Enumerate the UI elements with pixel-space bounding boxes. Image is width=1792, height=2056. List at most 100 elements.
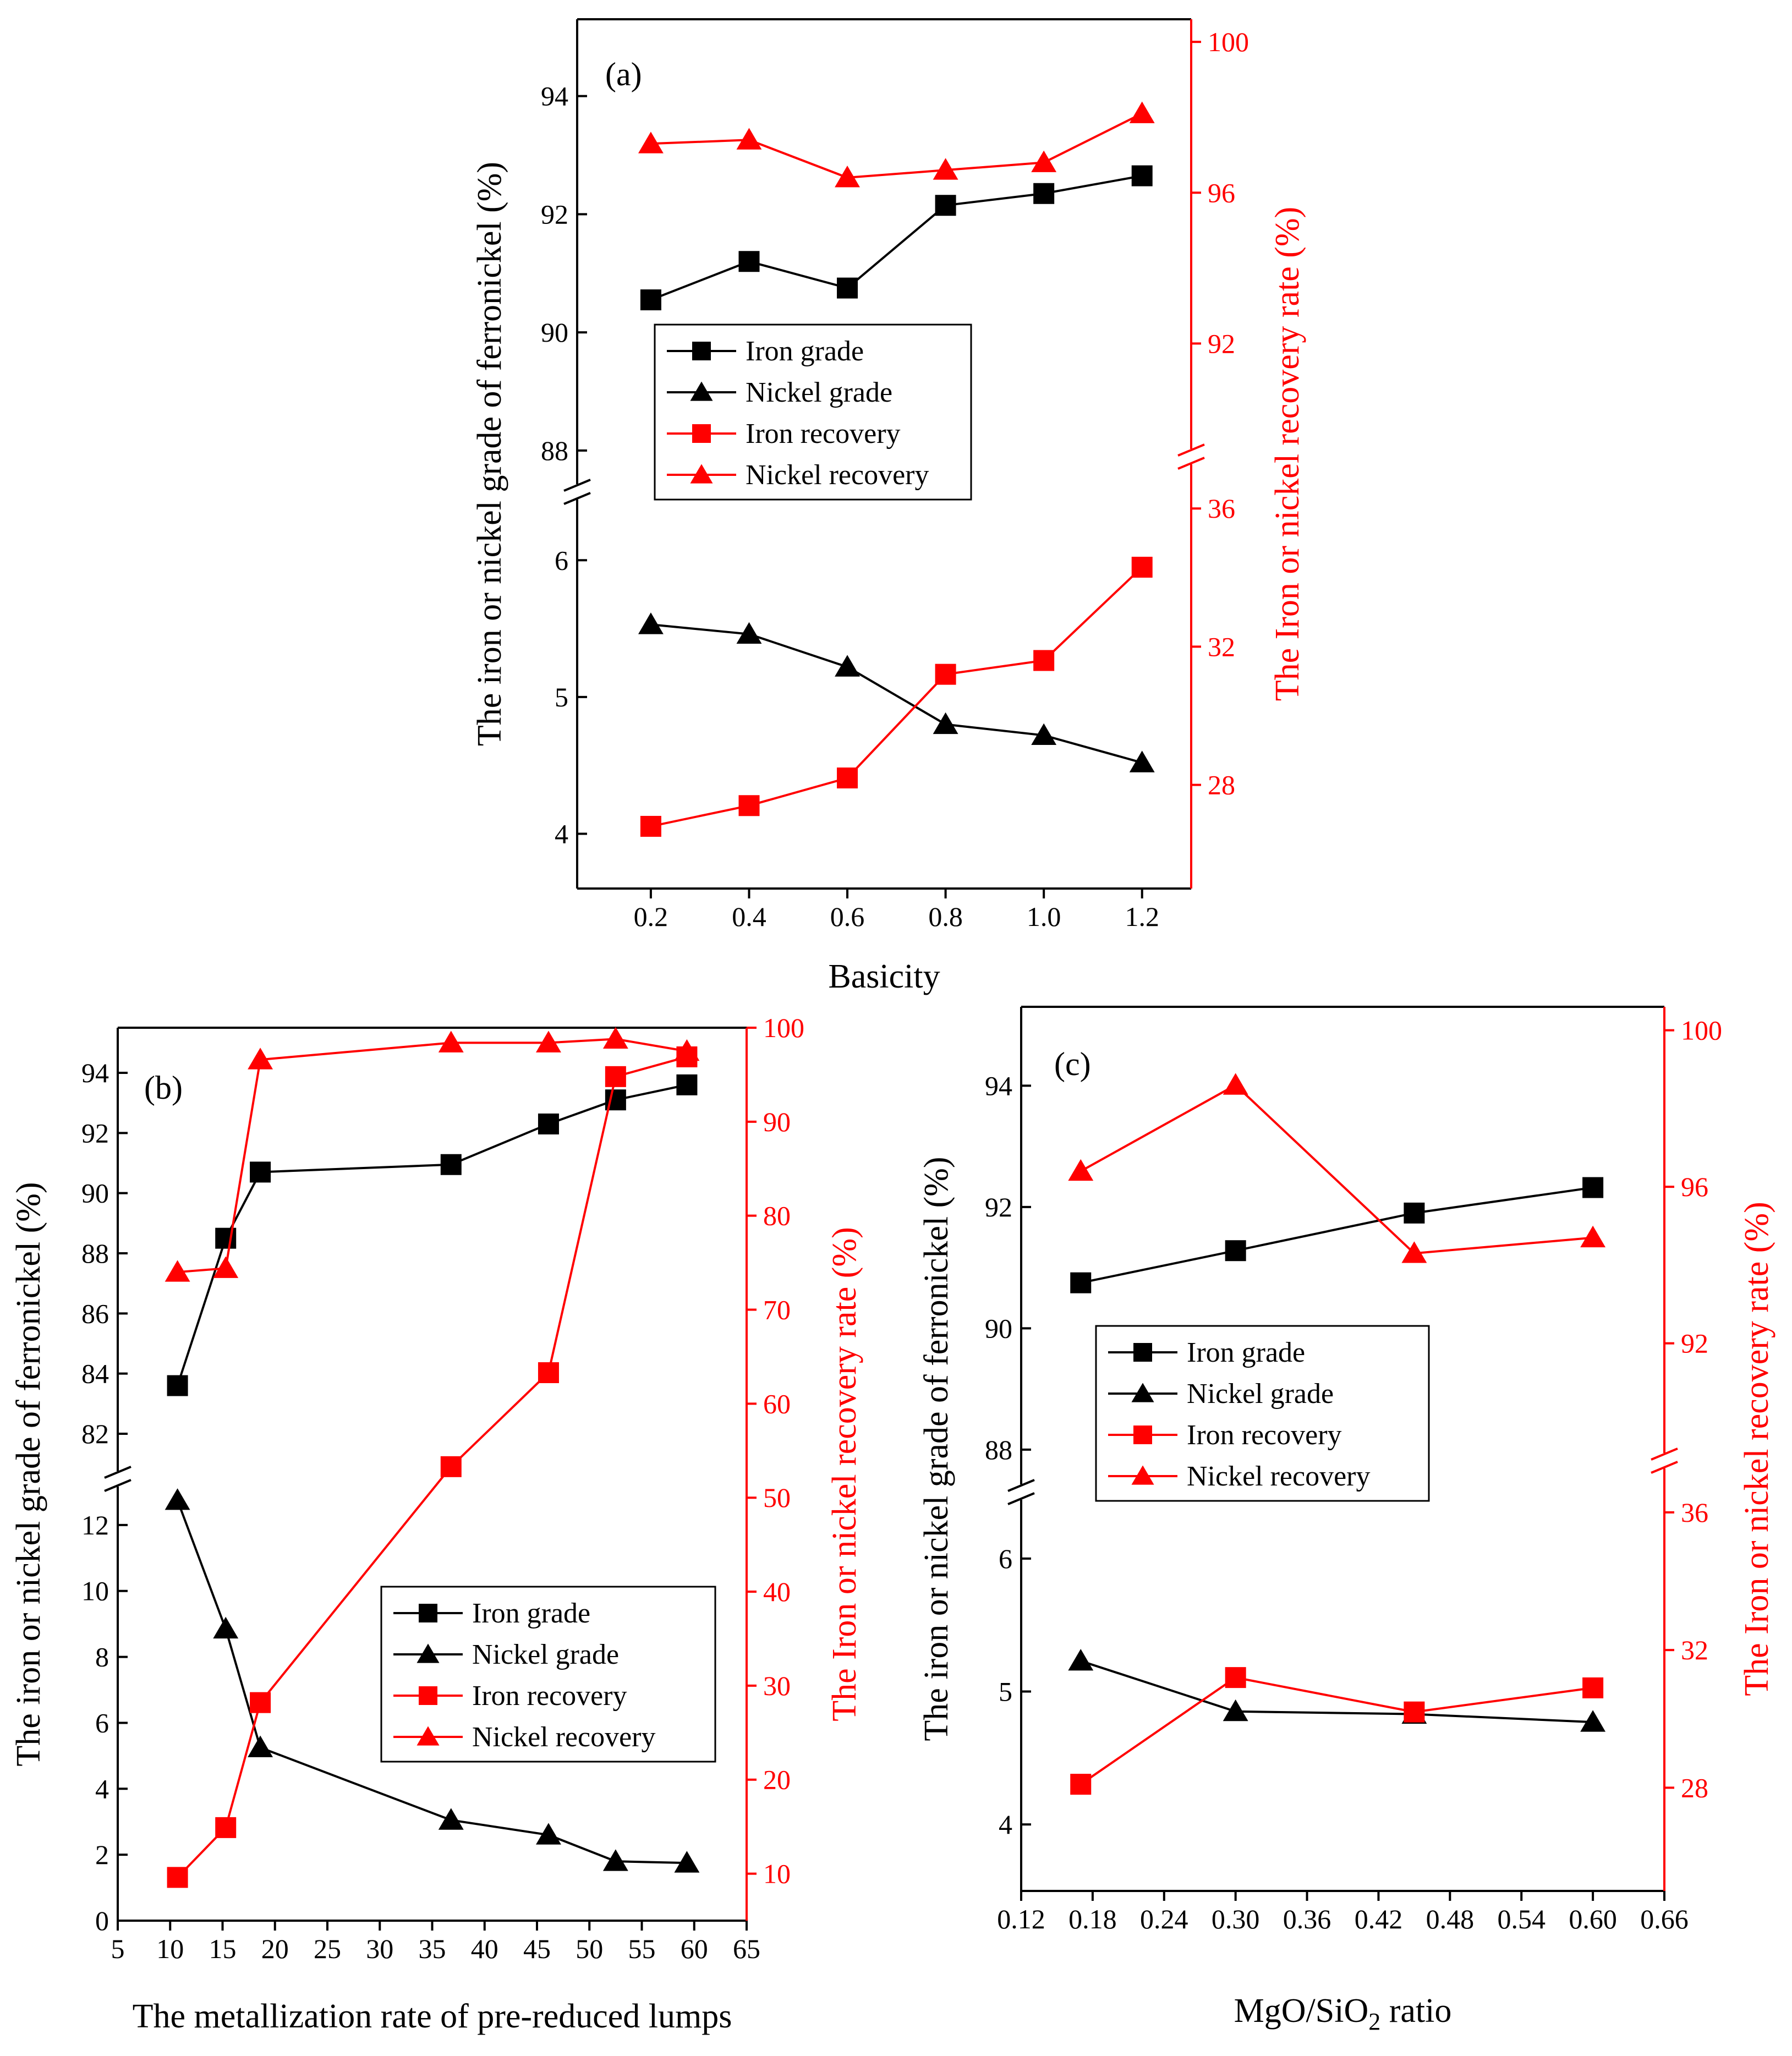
panel-b-y-right-main-tick-label-2: 30 — [763, 1670, 791, 1701]
panel-b-y-left-break-mark-upper — [104, 1466, 131, 1479]
panel-a-series-2-point-3 — [935, 664, 956, 685]
panel-a-panel-label: (a) — [605, 56, 642, 92]
panel-b-y-left-break-gap — [103, 1471, 132, 1487]
panel-c-series-2-point-1 — [1225, 1667, 1246, 1688]
panel-c-series-1-point-1 — [1223, 1699, 1248, 1721]
panel-a-series-0-point-2 — [837, 277, 858, 299]
panel-c-series-2-point-2 — [1404, 1701, 1425, 1723]
panel-a-series-3-line — [650, 112, 1143, 179]
panel-a-legend-label-1: Nickel grade — [746, 377, 892, 408]
panel-a-series-3-point-2 — [835, 165, 860, 188]
panel-a-y-right-break-mark-upper — [1177, 443, 1205, 457]
panel-b-y-right-main-tick-label-5: 60 — [763, 1388, 791, 1419]
panel-b-legend-label-2: Iron recovery — [472, 1680, 627, 1712]
panel-a-series-0-point-3 — [935, 195, 956, 216]
panel-c-chart: 88 90 92 94 4 5 6 92 96 100 28 32 36 0.12 0.18 0.24 0.30… — [918, 1006, 1775, 2035]
panel-c-y-left-break-mark-upper — [1007, 1479, 1035, 1492]
panel-a-series-2-line — [650, 566, 1143, 827]
panel-a-y-left-break-mark-lower — [563, 492, 591, 505]
panel-c-series-2-line — [1080, 1676, 1593, 1785]
panel-c-x-tick-label-2: 0.24 — [1140, 1904, 1188, 1934]
panel-b-legend-marker-0 — [419, 1604, 437, 1622]
panel-b-series-0-point-4 — [538, 1113, 559, 1134]
panel-b-series-3-point-6 — [674, 1039, 700, 1061]
panel-b-series-0-point-0 — [167, 1375, 188, 1396]
panel-b-panel-label: (b) — [144, 1070, 183, 1106]
panel-c-y-left-upper-tick-label-2: 92 — [985, 1192, 1012, 1222]
panel-b-x-tick-label-12: 65 — [733, 1933, 760, 1964]
panel-b-x-tick-label-5: 30 — [366, 1933, 393, 1964]
panel-b-series-2-point-4 — [538, 1362, 559, 1383]
panel-c-series-3-point-1 — [1223, 1073, 1248, 1095]
panel-a-series-1-point-4 — [1031, 723, 1057, 745]
panel-a-legend-marker-1 — [690, 381, 713, 401]
panel-b-series-0-point-2 — [250, 1161, 271, 1183]
panel-c-y-right-lower-tick-label-0: 28 — [1681, 1772, 1708, 1803]
panel-a-series-1-line — [650, 623, 1143, 764]
panel-c-y-left-break-gap — [1007, 1484, 1035, 1500]
panel-c-legend-label-2: Iron recovery — [1187, 1419, 1342, 1451]
panel-c-legend-marker-3 — [1131, 1465, 1154, 1485]
panel-c-x-tick-label-3: 0.30 — [1212, 1904, 1260, 1934]
panel-a-chart: 88 90 92 94 4 5 6 92 96 100 28 32 36 0.2 0.4 0.6 0.8 1.0 1… — [471, 18, 1306, 995]
panel-c-series-0-point-2 — [1404, 1202, 1425, 1224]
panel-b-series-3-point-3 — [438, 1030, 464, 1052]
panel-b-x-tick-label-4: 25 — [314, 1933, 341, 1964]
panel-a-x-tick-label-0: 0.2 — [634, 901, 668, 932]
panel-a-y-right-lower-tick-label-1: 32 — [1208, 631, 1235, 662]
panel-b-y-right-axis-title: The Iron or nickel recovery rate (%) — [826, 1227, 863, 1721]
panel-b-y-right-main-tick-label-1: 20 — [763, 1764, 791, 1795]
panel-c-series-0-point-3 — [1582, 1177, 1604, 1198]
panel-c-y-right-break-gap — [1650, 1453, 1679, 1468]
panel-c-y-right-break-mark-lower — [1651, 1461, 1678, 1474]
panel-c-series-2-point-0 — [1070, 1774, 1092, 1795]
panel-a-y-left-break-gap — [563, 484, 591, 500]
panel-c-series-3-point-2 — [1401, 1241, 1427, 1263]
panel-b-series-3-point-4 — [536, 1030, 561, 1052]
panel-c-y-right-upper-tick-label-2: 100 — [1681, 1015, 1722, 1046]
panel-c-x-tick-label-5: 0.42 — [1355, 1904, 1403, 1934]
panel-c-y-left-upper-tick-label-1: 90 — [985, 1313, 1012, 1344]
panel-b-series-2-point-2 — [250, 1692, 271, 1713]
panel-a-legend-marker-3 — [690, 464, 713, 484]
panel-b-y-left-lower-tick-label-1: 2 — [95, 1839, 109, 1870]
panel-a-legend-label-2: Iron recovery — [746, 418, 901, 449]
panel-b-series-2-point-1 — [215, 1817, 237, 1838]
panel-b-legend-label-1: Nickel grade — [472, 1639, 619, 1670]
panel-b-series-2-point-0 — [167, 1867, 188, 1888]
panel-b-y-right-main-tick-label-9: 100 — [763, 1012, 804, 1043]
panel-b-x-tick-label-8: 45 — [523, 1933, 551, 1964]
panel-c-y-left-break-mark-lower — [1007, 1492, 1035, 1505]
panel-c-y-right-break-mark-upper — [1651, 1448, 1678, 1461]
panel-a-y-right-break-gap — [1177, 449, 1205, 464]
panel-b-y-left-upper-tick-label-0: 82 — [81, 1418, 109, 1449]
panel-b-series-1-point-0 — [165, 1488, 190, 1510]
panel-c-y-left-upper-tick-label-0: 88 — [985, 1434, 1012, 1465]
panel-a-legend-label-0: Iron grade — [746, 336, 864, 367]
panel-a-series-2-point-1 — [738, 795, 760, 816]
panel-a-y-left-upper-tick-label-3: 94 — [541, 81, 568, 112]
panel-c-y-right-lower-tick-label-2: 36 — [1681, 1497, 1708, 1528]
panel-a-x-tick-label-2: 0.6 — [830, 901, 865, 932]
panel-b-y-right-main-tick-label-6: 70 — [763, 1295, 791, 1325]
panel-b-x-tick-label-2: 15 — [209, 1933, 237, 1964]
panel-a-series-1-point-3 — [933, 712, 958, 734]
panel-c-y-left-upper-tick-label-3: 94 — [985, 1070, 1012, 1101]
panel-a-series-3-point-3 — [933, 158, 958, 180]
panel-a-x-tick-label-5: 1.2 — [1125, 901, 1159, 932]
panel-a-legend-marker-0 — [692, 342, 711, 360]
panel-b-y-right-main-tick-label-0: 10 — [763, 1858, 791, 1889]
panel-c-x-tick-label-6: 0.48 — [1426, 1904, 1475, 1934]
panel-c-x-tick-label-9: 0.66 — [1640, 1904, 1689, 1934]
panel-b-y-left-axis-title: The iron or nickel grade of ferronickel … — [10, 1182, 47, 1766]
panel-a-y-left-lower-tick-label-1: 5 — [555, 682, 568, 712]
panel-c-series-3-point-0 — [1068, 1159, 1094, 1181]
panel-b-y-right-main-tick-label-8: 90 — [763, 1106, 791, 1137]
panel-c-series-2-point-3 — [1582, 1677, 1604, 1698]
panel-c-y-left-axis-title: The iron or nickel grade of ferronickel … — [918, 1156, 955, 1741]
panel-a-y-left-lower-tick-label-2: 6 — [555, 545, 568, 575]
panel-b-series-2-point-5 — [605, 1066, 626, 1087]
panel-b-series-3-point-0 — [165, 1260, 190, 1282]
panel-c-y-right-upper-tick-label-0: 92 — [1681, 1328, 1708, 1359]
